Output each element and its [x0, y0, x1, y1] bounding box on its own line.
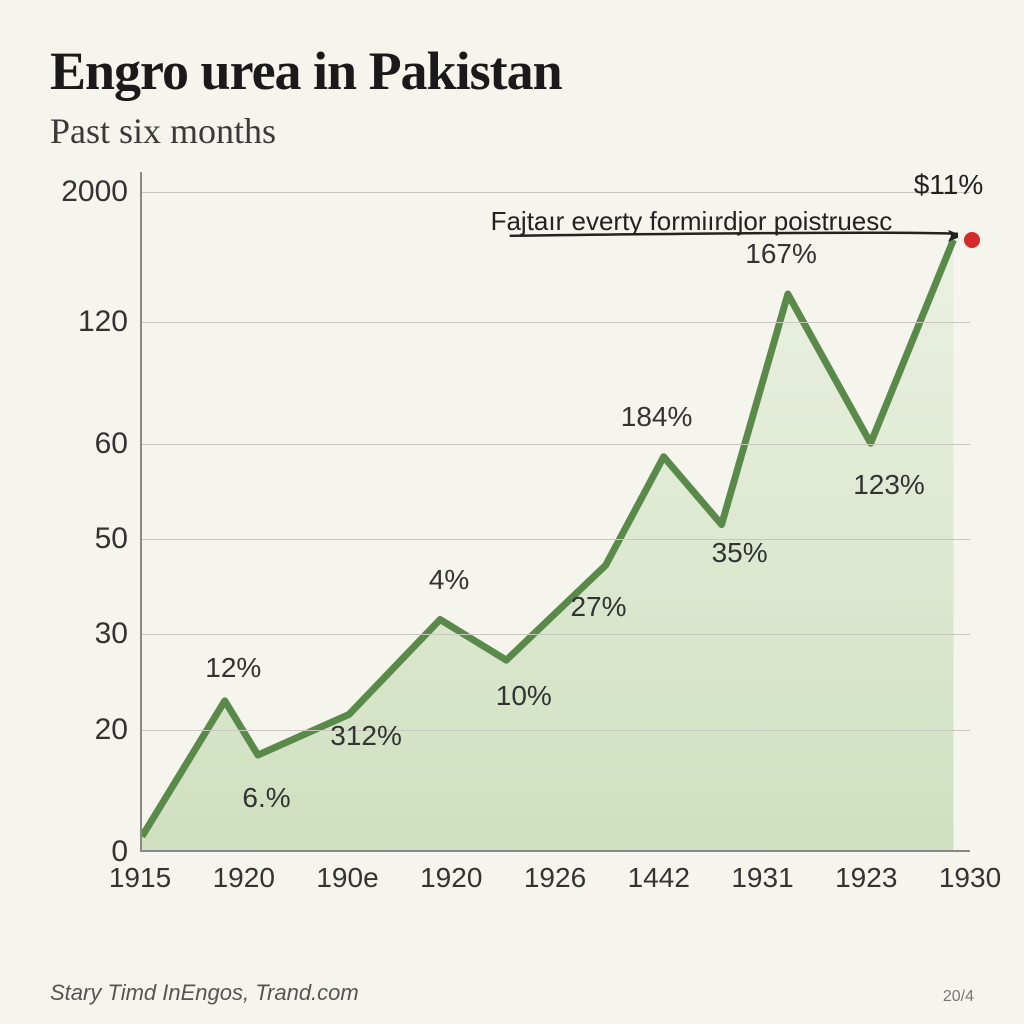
x-tick-label: 1926 [524, 862, 586, 894]
data-label: 4% [429, 564, 469, 596]
x-tick-label: 1930 [939, 862, 1001, 894]
y-tick-label: 60 [95, 427, 128, 461]
chart-svg [142, 172, 970, 850]
gridline [142, 539, 970, 540]
x-tick-label: 1931 [731, 862, 793, 894]
y-tick-label: 2000 [61, 175, 128, 209]
gridline [142, 322, 970, 323]
data-label: 35% [712, 537, 768, 569]
chart-subtitle: Past six months [50, 110, 974, 152]
x-axis: 19151920190e192019261442193119231930 [140, 852, 970, 902]
gridline [142, 634, 970, 635]
gridline [142, 192, 970, 193]
gridline [142, 730, 970, 731]
y-tick-label: 120 [78, 305, 128, 339]
data-label: 167% [745, 238, 817, 270]
footer-right: 20/4 [943, 988, 974, 1006]
x-tick-label: 1920 [420, 862, 482, 894]
area-fill [142, 240, 953, 850]
data-label: 312% [330, 720, 402, 752]
gridline [142, 444, 970, 445]
y-tick-label: 30 [95, 617, 128, 651]
data-label: 12% [205, 652, 261, 684]
data-label: 6.% [242, 782, 290, 814]
end-label: $11% [914, 169, 984, 201]
plot-area: Fajtaır everty formiırdjor poistruesc 12%… [140, 172, 970, 852]
chart-container: 0203050601202000 Fajtaır everty formiırd… [50, 172, 970, 932]
x-tick-label: 1915 [109, 862, 171, 894]
data-label: 27% [570, 591, 626, 623]
x-tick-label: 1442 [628, 862, 690, 894]
annotation-text: Fajtaır everty formiırdjor poistruesc [491, 206, 893, 237]
end-point-dot [964, 232, 980, 248]
y-tick-label: 20 [95, 713, 128, 747]
x-tick-label: 190e [316, 862, 378, 894]
data-label: 184% [621, 401, 693, 433]
source-text: Stary Timd InEngos, Trand.com [50, 980, 359, 1006]
y-axis: 0203050601202000 [50, 172, 140, 852]
x-tick-label: 1920 [213, 862, 275, 894]
y-tick-label: 50 [95, 522, 128, 556]
data-label: 123% [853, 469, 925, 501]
x-tick-label: 1923 [835, 862, 897, 894]
chart-title: Engro urea in Pakistan [50, 40, 974, 102]
data-label: 10% [496, 680, 552, 712]
